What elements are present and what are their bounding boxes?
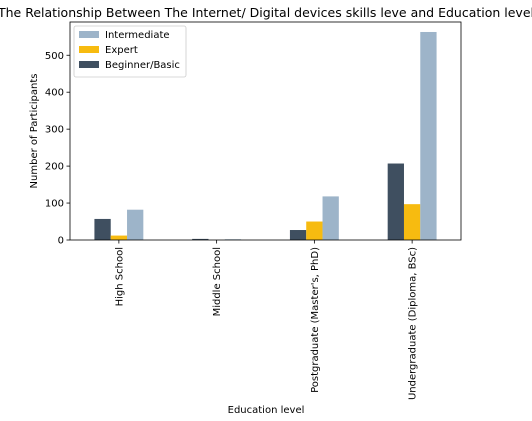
- bar-beginner-basic-1: [94, 218, 111, 240]
- legend-swatch-beginner-basic: [79, 61, 99, 68]
- y-tick-label-4: 400: [45, 88, 64, 99]
- x-tick-label-1: High School: [114, 247, 125, 306]
- bar-expert-3: [306, 221, 323, 240]
- plot-area: 0 100 200 300 400 500 High School Middle School…: [45, 21, 462, 400]
- y-tick-label-0: 0: [58, 236, 64, 247]
- y-tick-label-3: 300: [45, 125, 64, 136]
- legend-label-intermediate: Intermediate: [105, 30, 170, 41]
- legend-label-expert: Expert: [105, 45, 138, 56]
- bar-intermediate-1: [127, 209, 144, 240]
- y-tick-label-2: 200: [45, 162, 64, 173]
- legend-box: [73, 25, 187, 78]
- x-tick-label-3: Postgraduate (Master's, PhD): [310, 247, 321, 393]
- legend-swatch-expert: [79, 46, 99, 53]
- bar-expert-1: [110, 235, 128, 240]
- y-tick-label-5: 500: [45, 51, 64, 62]
- x-tick-label-2: Middle School: [212, 247, 223, 316]
- y-tick-label-1: 100: [45, 199, 64, 210]
- y-axis-label: Number of Participants: [29, 74, 40, 189]
- x-tick-label-4: Undergraduate (Diploma, BSc): [408, 247, 419, 400]
- chart-title: The Relationship Between The Internet/ D…: [0, 5, 532, 20]
- bar-expert-4: [403, 204, 421, 240]
- bar-beginner-basic-4: [387, 163, 404, 240]
- legend: Intermediate Expert Beginner/Basic: [73, 25, 187, 78]
- legend-swatch-intermediate: [79, 31, 99, 38]
- x-axis-label: Education level: [228, 405, 305, 416]
- bar-intermediate-4: [420, 31, 437, 241]
- legend-label-beginner-basic: Beginner/Basic: [105, 60, 180, 71]
- bar-beginner-basic-2: [192, 238, 209, 240]
- bar-beginner-basic-3: [289, 230, 307, 240]
- axes-frame: [69, 21, 462, 241]
- bar-intermediate-3: [322, 196, 339, 240]
